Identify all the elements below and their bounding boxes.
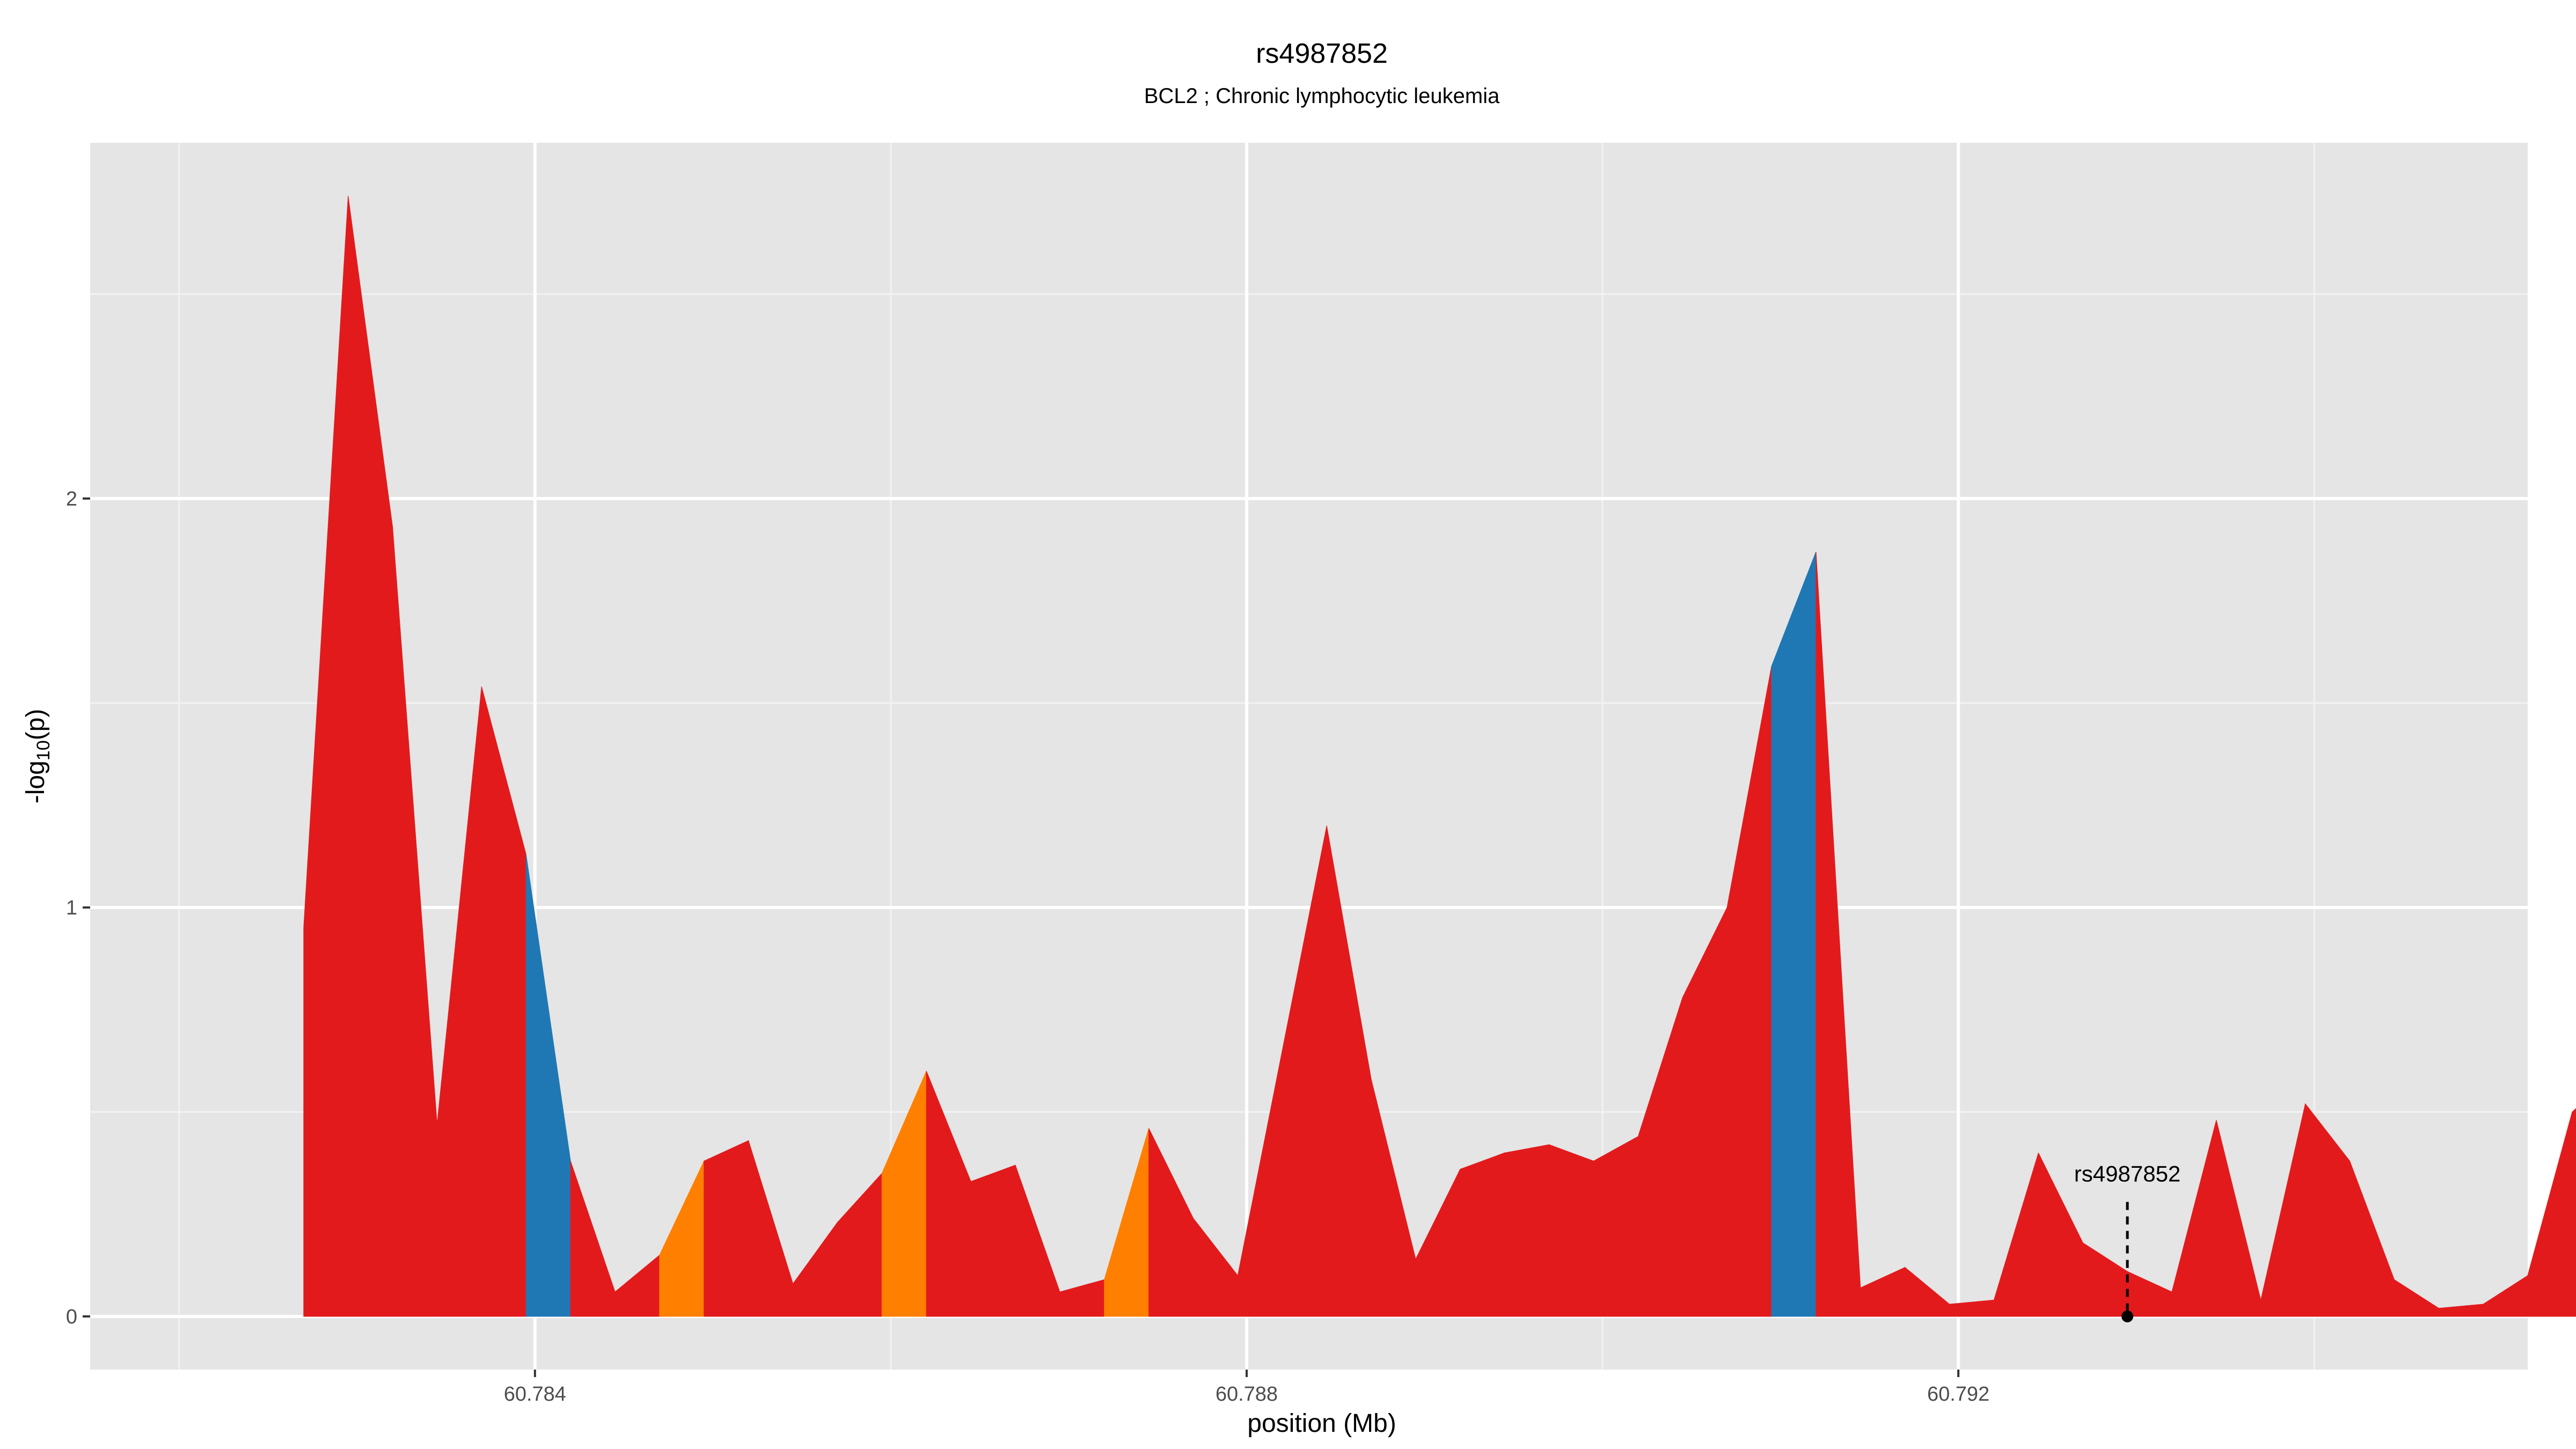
area-segment — [1771, 551, 1817, 1317]
x-axis-title: position (Mb) — [1247, 1409, 1396, 1438]
area-segment — [1593, 1136, 1638, 1317]
x-tick-label: 60.788 — [1216, 1383, 1278, 1406]
area-segment — [2527, 1111, 2573, 1317]
area-segment — [1549, 1144, 1594, 1317]
y-tick-label: 0 — [66, 1306, 77, 1328]
y-axis-title-end: (p) — [21, 709, 50, 741]
area-series — [303, 195, 2576, 1317]
y-axis-title-subscript: 10 — [33, 740, 54, 760]
area-segment — [1460, 1152, 1505, 1317]
y-axis-title: -log10(p) — [21, 709, 54, 804]
axis-ticks: 60.784 60.788 60.792 0 1 2 — [66, 488, 1989, 1406]
area-segment — [970, 1165, 1016, 1317]
chart-subtitle: BCL2 ; Chronic lymphocytic leukemia — [1144, 84, 1500, 108]
y-tick-label: 2 — [66, 488, 77, 510]
annotation-point — [2121, 1310, 2134, 1322]
chart-title: rs4987852 — [1256, 38, 1388, 69]
area-segment — [1504, 1144, 1550, 1317]
x-tick-label: 60.792 — [1927, 1383, 1989, 1406]
snp-annotation: rs4987852 — [2074, 1161, 2181, 1322]
x-tick-label: 60.784 — [504, 1383, 566, 1406]
y-tick-label: 1 — [66, 897, 77, 919]
area-segment — [2572, 1108, 2576, 1317]
y-axis-title-main: -log — [21, 760, 50, 803]
annotation-label: rs4987852 — [2074, 1161, 2181, 1186]
area-segment — [704, 1140, 749, 1317]
